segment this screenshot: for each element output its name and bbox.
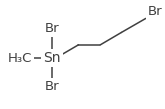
Text: H₃C: H₃C	[8, 52, 32, 65]
Text: Sn: Sn	[43, 51, 61, 65]
Text: Br: Br	[148, 5, 163, 18]
Text: Br: Br	[44, 22, 59, 35]
Text: Br: Br	[44, 80, 59, 93]
